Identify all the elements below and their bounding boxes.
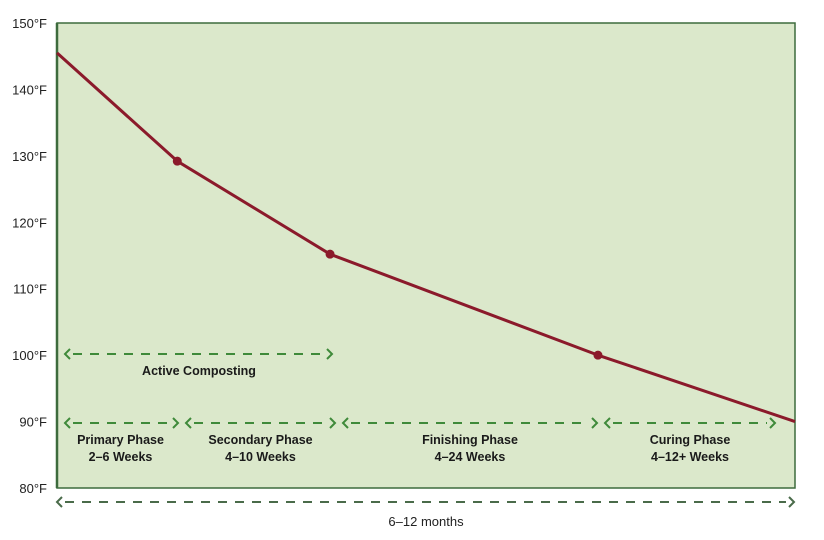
y-tick-label: 150°F bbox=[12, 16, 47, 31]
y-tick-label: 140°F bbox=[12, 82, 47, 97]
arrow-left-icon bbox=[341, 417, 349, 429]
phase-arrow bbox=[341, 417, 599, 429]
arrow-left-icon bbox=[184, 417, 192, 429]
arrow-left-icon bbox=[55, 496, 63, 508]
arrow-right-icon bbox=[329, 417, 337, 429]
y-tick-label: 80°F bbox=[19, 481, 47, 496]
phase-duration-label: 4–10 Weeks bbox=[225, 450, 296, 464]
arrow-left-icon bbox=[63, 417, 71, 429]
total-duration-annotation: 6–12 months bbox=[55, 496, 796, 529]
phase-arrow bbox=[603, 417, 777, 429]
y-axis-ticks: 80°F 90°F 100°F 110°F 120°F 130°F 140°F 150°F bbox=[12, 16, 47, 496]
arrow-right-icon bbox=[591, 417, 599, 429]
arrow-right-icon bbox=[788, 496, 796, 508]
phase-duration-label: 4–24 Weeks bbox=[435, 450, 506, 464]
plot-area bbox=[56, 22, 796, 489]
arrow-left-icon bbox=[603, 417, 611, 429]
data-point-marker bbox=[325, 249, 335, 259]
y-tick-label: 90°F bbox=[19, 415, 47, 430]
phase-duration-label: 2–6 Weeks bbox=[89, 450, 153, 464]
arrow-right-icon bbox=[769, 417, 777, 429]
total-duration-label: 6–12 months bbox=[388, 514, 464, 529]
phase-name-label: Curing Phase bbox=[650, 433, 731, 447]
phase-name-label: Secondary Phase bbox=[208, 433, 312, 447]
arrow-right-icon bbox=[172, 417, 180, 429]
active-composting-arrow bbox=[63, 348, 334, 360]
y-tick-label: 110°F bbox=[13, 282, 47, 297]
phase-arrow bbox=[184, 417, 337, 429]
arrow-left-icon bbox=[63, 348, 71, 360]
total-duration-arrow bbox=[55, 496, 796, 508]
phase-annotations: Active Composting Primary Phase 2–6 Weeks S… bbox=[63, 348, 777, 464]
data-point-marker bbox=[172, 156, 182, 166]
arrow-right-icon bbox=[326, 348, 334, 360]
phase-arrow bbox=[63, 417, 180, 429]
y-tick-label: 120°F bbox=[12, 215, 47, 230]
active-composting-label: Active Composting bbox=[142, 364, 256, 378]
phase-name-label: Primary Phase bbox=[77, 433, 164, 447]
y-tick-label: 130°F bbox=[12, 149, 47, 164]
phase-name-label: Finishing Phase bbox=[422, 433, 518, 447]
phase-duration-label: 4–12+ Weeks bbox=[651, 450, 729, 464]
data-point-marker bbox=[593, 350, 603, 360]
temperature-series bbox=[55, 51, 796, 423]
y-tick-label: 100°F bbox=[12, 348, 47, 363]
